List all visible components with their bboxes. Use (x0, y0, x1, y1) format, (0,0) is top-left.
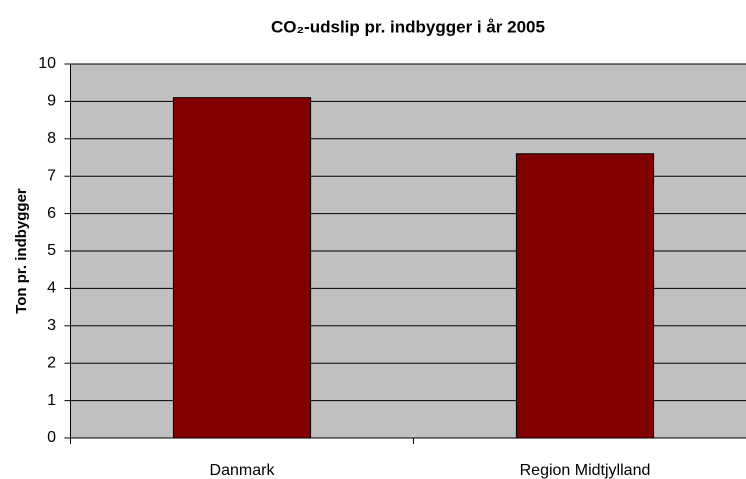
y-tick-label: 0 (47, 429, 56, 446)
y-tick-label: 8 (47, 130, 56, 147)
y-tick-label: 6 (47, 205, 56, 222)
y-tick-label: 10 (38, 55, 56, 72)
y-axis-label: Ton pr. indbygger (13, 188, 30, 314)
y-tick-label: 2 (47, 354, 56, 371)
bar (515, 153, 655, 439)
y-tick-label: 1 (47, 392, 56, 409)
y-tick-label: 7 (47, 167, 56, 184)
chart-title: CO₂-udslip pr. indbygger i år 2005 (271, 17, 545, 36)
bar (172, 97, 312, 439)
y-tick-label: 3 (47, 317, 56, 334)
x-tick-label: Region Midtjylland (520, 462, 651, 479)
y-tick-label: 5 (47, 242, 56, 259)
y-tick-label: 9 (47, 93, 56, 110)
x-tick-label: Danmark (210, 462, 276, 479)
y-tick-label: 4 (47, 280, 56, 297)
